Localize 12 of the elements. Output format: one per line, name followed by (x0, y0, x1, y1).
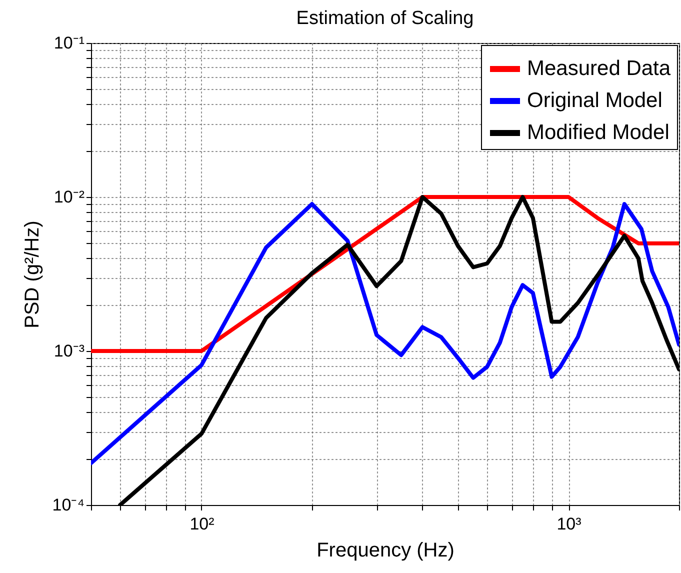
y-tick-label: 10⁻⁴ (52, 496, 84, 514)
x-tick-label: 10² (190, 514, 215, 534)
legend-label: Measured Data (527, 57, 671, 80)
y-tick-label: 10⁻² (54, 188, 85, 206)
y-axis-title: PSD (g²/Hz) (21, 220, 44, 328)
y-tick-label: 10⁻³ (54, 342, 85, 360)
x-axis-title: Frequency (Hz) (316, 540, 454, 562)
legend-label: Original Model (527, 89, 662, 112)
y-tick-label: 10⁻¹ (54, 34, 85, 52)
x-tick-label: 10³ (556, 514, 582, 534)
chart-title: Estimation of Scaling (296, 8, 474, 29)
legend-label: Modified Model (527, 121, 670, 144)
